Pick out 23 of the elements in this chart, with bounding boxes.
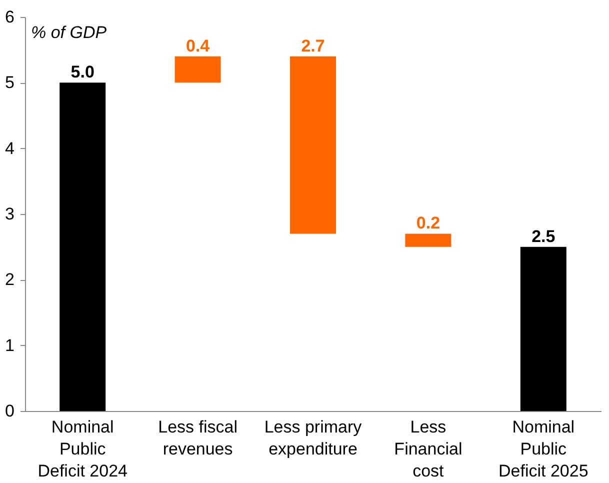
y-tick-label: 1 — [5, 336, 14, 355]
bar — [60, 82, 106, 411]
data-label: 2.7 — [301, 36, 325, 56]
x-tick-label: Less fiscal revenues — [158, 418, 238, 458]
data-label: 5.0 — [70, 62, 94, 82]
x-tick-label: Nominal Public Deficit 2024 — [38, 418, 128, 480]
data-label: 0.4 — [186, 36, 210, 56]
data-label: 2.5 — [532, 226, 556, 246]
y-tick-label: 6 — [5, 8, 14, 26]
x-tick-label: Nominal Public Deficit 2025 — [498, 418, 588, 480]
y-tick-label: 0 — [5, 402, 14, 420]
bar — [520, 246, 566, 411]
annotation: % of GDP — [31, 23, 108, 42]
x-tick-label: Less Financial cost — [394, 418, 462, 480]
x-tick-label: Less primary expenditure — [264, 418, 362, 458]
y-tick-label: 2 — [5, 270, 14, 290]
y-tick-label: 5 — [5, 73, 14, 92]
y-tick-label: 3 — [5, 204, 14, 224]
data-label: 0.2 — [416, 214, 440, 233]
bar — [405, 234, 452, 247]
y-tick-label: 4 — [5, 138, 14, 158]
bar — [290, 56, 336, 234]
bar — [174, 56, 221, 83]
